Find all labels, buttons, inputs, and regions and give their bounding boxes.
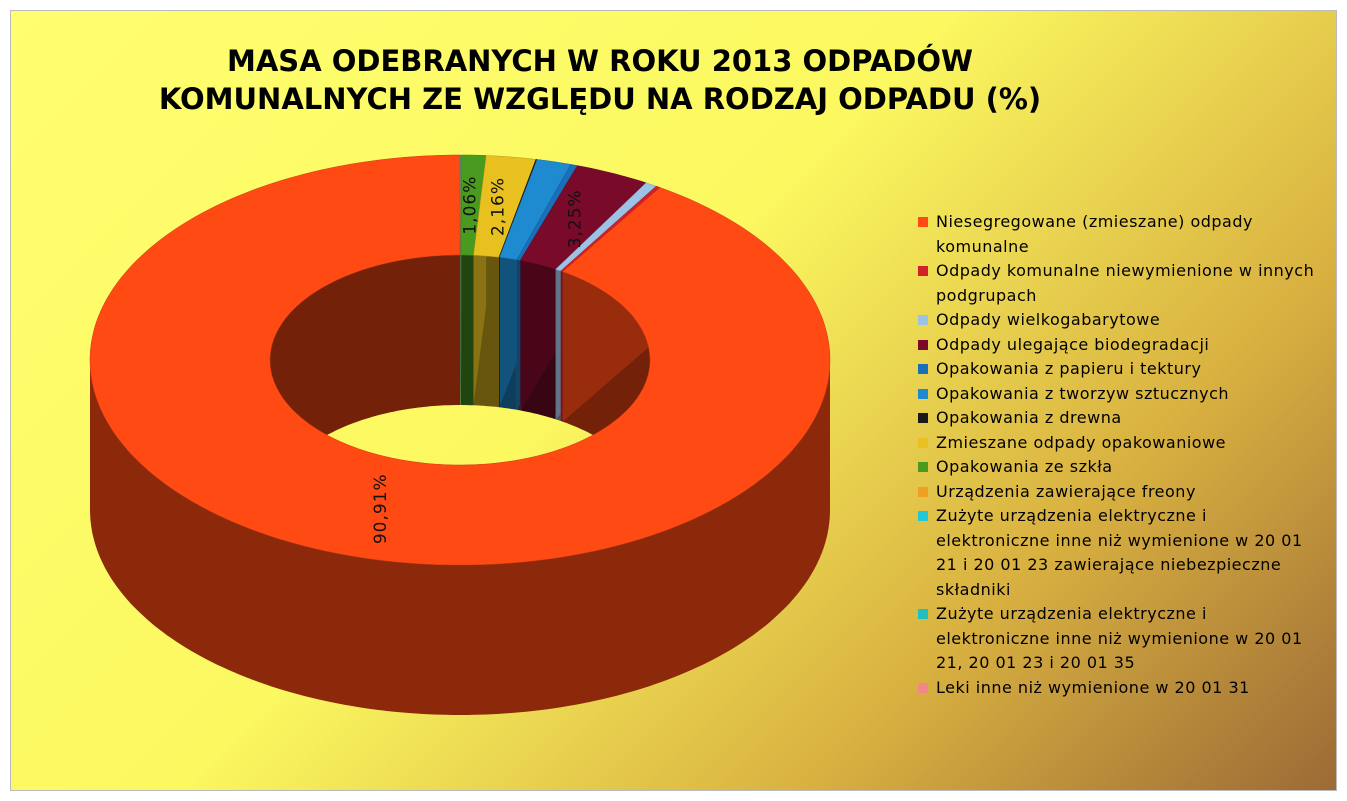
outer-wall xyxy=(90,360,830,715)
chart-title: MASA ODEBRANYCH W ROKU 2013 ODPADÓW KOMU… xyxy=(158,44,1042,116)
legend-item: Odpady ulegające biodegradacji xyxy=(918,333,1318,358)
legend-swatch xyxy=(918,315,928,325)
legend-swatch xyxy=(918,511,928,521)
data-label: 90,91% xyxy=(371,473,391,544)
legend-label: Opakowania z papieru i tektury xyxy=(936,359,1202,378)
legend-label: Opakowania z tworzyw sztucznych xyxy=(936,383,1230,403)
legend-label: Odpady komunalne niewymienione w innych … xyxy=(936,261,1315,305)
legend-item: Urządzenia zawierające freony xyxy=(918,480,1318,505)
legend-item: Odpady wielkogabarytowe xyxy=(918,308,1318,333)
legend-label: Opakowania z drewna xyxy=(936,408,1122,427)
legend-swatch xyxy=(918,266,928,276)
legend-swatch xyxy=(918,437,928,448)
legend-item: Zmieszane odpady opakowaniowe xyxy=(918,431,1318,456)
legend-label: Urządzenia zawierające freony xyxy=(936,481,1196,501)
legend-swatch xyxy=(918,388,928,399)
data-label: 1,06% xyxy=(461,176,481,235)
legend-item: Leki inne niż wymienione w 20 01 31 xyxy=(918,676,1318,701)
legend-swatch xyxy=(918,339,928,350)
legend-item: Opakowania ze szkła xyxy=(918,455,1318,480)
legend-label: Odpady wielkogabarytowe xyxy=(936,310,1161,329)
legend-swatch xyxy=(918,462,928,472)
legend-label: Odpady ulegające biodegradacji xyxy=(936,334,1210,354)
legend-item: Opakowania z tworzyw sztucznych xyxy=(918,382,1318,407)
legend: Niesegregowane (zmieszane) odpady komuna… xyxy=(918,210,1318,700)
data-label: 2,16% xyxy=(489,177,509,236)
legend-swatch xyxy=(918,609,928,619)
legend-label: Leki inne niż wymienione w 20 01 31 xyxy=(936,677,1250,697)
legend-item: Odpady komunalne niewymienione w innych … xyxy=(918,259,1318,308)
legend-item: Zużyte urządzenia elektryczne i elektron… xyxy=(918,602,1318,676)
legend-swatch xyxy=(918,364,928,374)
legend-swatch xyxy=(918,217,928,227)
legend-swatch xyxy=(918,682,928,693)
legend-item: Niesegregowane (zmieszane) odpady komuna… xyxy=(918,210,1318,259)
legend-item: Zużyte urządzenia elektryczne i elektron… xyxy=(918,504,1318,602)
inner-wall xyxy=(270,255,460,510)
legend-item: Opakowania z papieru i tektury xyxy=(918,357,1318,382)
legend-swatch xyxy=(918,413,928,423)
legend-label: Zmieszane odpady opakowaniowe xyxy=(936,432,1226,452)
inner-wall xyxy=(460,255,474,406)
slice xyxy=(89,154,831,566)
data-label: 3,25% xyxy=(565,189,585,248)
legend-label: Zużyte urządzenia elektryczne i elektron… xyxy=(936,604,1303,672)
legend-item: Opakowania z drewna xyxy=(918,406,1318,431)
legend-label: Opakowania ze szkła xyxy=(936,457,1113,476)
legend-label: Zużyte urządzenia elektryczne i elektron… xyxy=(936,506,1303,599)
legend-swatch xyxy=(918,486,928,497)
legend-label: Niesegregowane (zmieszane) odpady komuna… xyxy=(936,212,1253,256)
